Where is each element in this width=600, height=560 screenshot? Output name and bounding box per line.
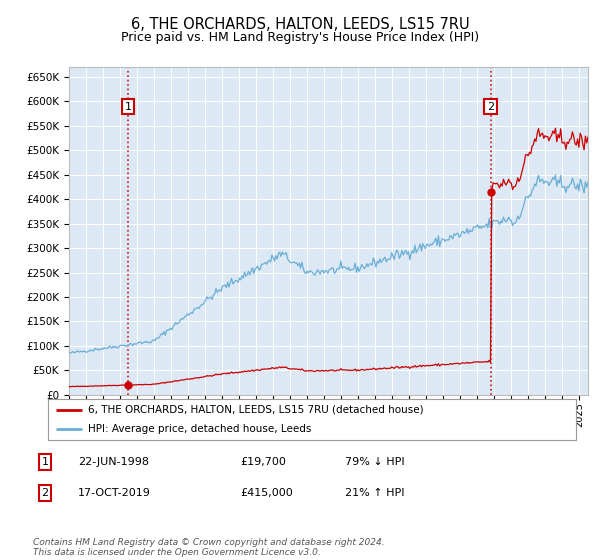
Text: 17-OCT-2019: 17-OCT-2019 xyxy=(78,488,151,498)
Text: 1: 1 xyxy=(125,101,131,111)
Text: £19,700: £19,700 xyxy=(240,457,286,467)
Text: 2: 2 xyxy=(41,488,49,498)
Text: 6, THE ORCHARDS, HALTON, LEEDS, LS15 7RU (detached house): 6, THE ORCHARDS, HALTON, LEEDS, LS15 7RU… xyxy=(88,405,423,415)
Text: 1: 1 xyxy=(41,457,49,467)
Text: HPI: Average price, detached house, Leeds: HPI: Average price, detached house, Leed… xyxy=(88,424,311,435)
Text: Price paid vs. HM Land Registry's House Price Index (HPI): Price paid vs. HM Land Registry's House … xyxy=(121,31,479,44)
Text: 22-JUN-1998: 22-JUN-1998 xyxy=(78,457,149,467)
Text: 6, THE ORCHARDS, HALTON, LEEDS, LS15 7RU: 6, THE ORCHARDS, HALTON, LEEDS, LS15 7RU xyxy=(131,17,469,32)
Text: Contains HM Land Registry data © Crown copyright and database right 2024.
This d: Contains HM Land Registry data © Crown c… xyxy=(33,538,385,557)
Text: 79% ↓ HPI: 79% ↓ HPI xyxy=(345,457,404,467)
Text: £415,000: £415,000 xyxy=(240,488,293,498)
Text: 21% ↑ HPI: 21% ↑ HPI xyxy=(345,488,404,498)
Text: 2: 2 xyxy=(487,101,494,111)
